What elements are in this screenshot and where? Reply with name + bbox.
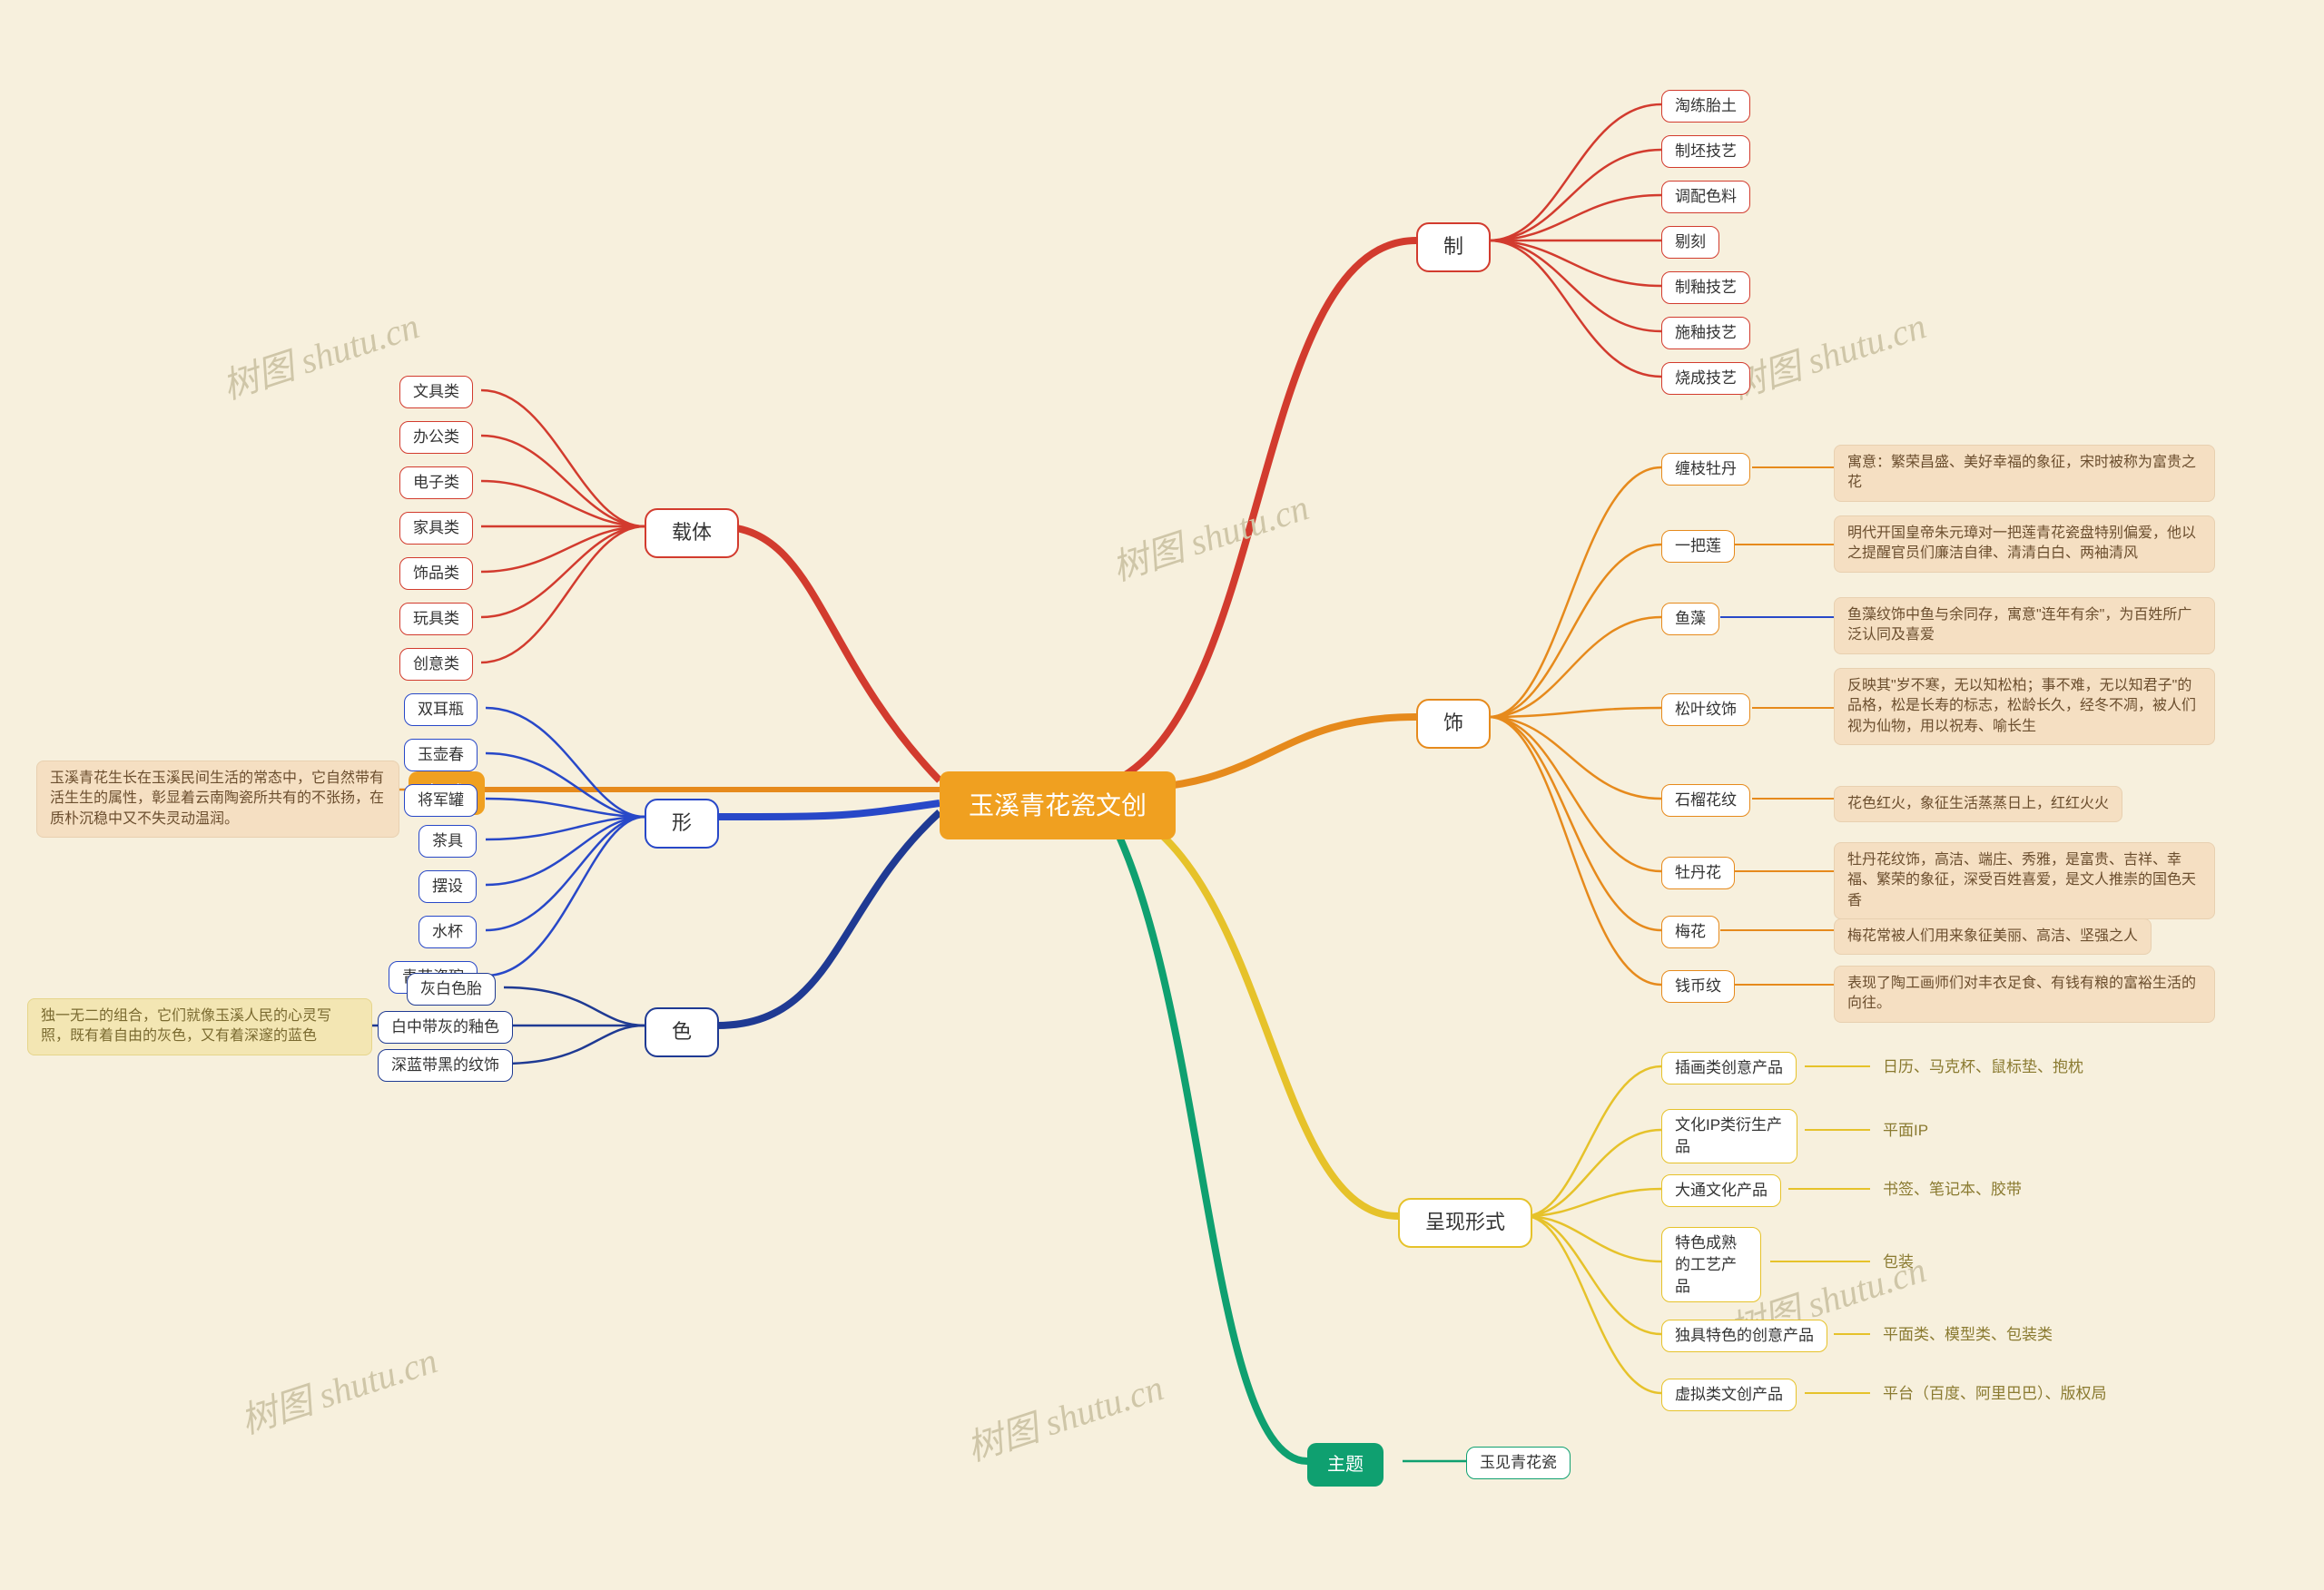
form-desc: 平面类、模型类、包装类 bbox=[1870, 1320, 2065, 1350]
form-desc: 平台（百度、阿里巴巴）、版权局 bbox=[1870, 1379, 2120, 1409]
decor-desc: 反映其"岁不寒，无以知松柏；事不难，无以知君子"的品格，松是长寿的标志，松龄长久… bbox=[1834, 668, 2215, 745]
leaf-form[interactable]: 独具特色的创意产品 bbox=[1661, 1320, 1827, 1352]
decor-desc: 表现了陶工画师们对丰衣足食、有钱有粮的富裕生活的向往。 bbox=[1834, 966, 2215, 1023]
color-desc: 独一无二的组合，它们就像玉溪人民的心灵写照，既有着自由的灰色，又有着深邃的蓝色 bbox=[27, 998, 372, 1055]
watermark: 树图 shutu.cn bbox=[233, 1331, 443, 1445]
leaf-make[interactable]: 调配色料 bbox=[1661, 181, 1750, 213]
leaf-carrier[interactable]: 玩具类 bbox=[399, 603, 473, 635]
branch-theme[interactable]: 主题 bbox=[1307, 1443, 1384, 1487]
watermark: 树图 shutu.cn bbox=[1722, 297, 1932, 410]
leaf-decor[interactable]: 石榴花纹 bbox=[1661, 784, 1750, 817]
branch-carrier[interactable]: 载体 bbox=[645, 508, 739, 558]
leaf-carrier[interactable]: 创意类 bbox=[399, 648, 473, 681]
leaf-decor[interactable]: 一把莲 bbox=[1661, 530, 1735, 563]
form-desc: 书签、笔记本、胶带 bbox=[1870, 1174, 2034, 1205]
leaf-shape[interactable]: 玉壶春 bbox=[404, 739, 478, 771]
leaf-make[interactable]: 制釉技艺 bbox=[1661, 271, 1750, 304]
leaf-form[interactable]: 插画类创意产品 bbox=[1661, 1052, 1797, 1085]
leaf-color[interactable]: 白中带灰的釉色 bbox=[378, 1011, 513, 1044]
leaf-shape[interactable]: 茶具 bbox=[419, 825, 477, 858]
branch-form[interactable]: 呈现形式 bbox=[1398, 1198, 1532, 1248]
overview-desc: 玉溪青花生长在玉溪民间生活的常态中，它自然带有活生生的属性，彰显着云南陶瓷所共有… bbox=[36, 761, 399, 838]
branch-decor[interactable]: 饰 bbox=[1416, 699, 1491, 749]
center-node[interactable]: 玉溪青花瓷文创 bbox=[940, 771, 1176, 839]
leaf-decor[interactable]: 松叶纹饰 bbox=[1661, 693, 1750, 726]
leaf-theme[interactable]: 玉见青花瓷 bbox=[1466, 1447, 1571, 1479]
leaf-form[interactable]: 文化IP类衍生产品 bbox=[1661, 1109, 1797, 1163]
leaf-decor[interactable]: 钱币纹 bbox=[1661, 970, 1735, 1003]
watermark: 树图 shutu.cn bbox=[960, 1359, 1169, 1472]
decor-desc: 鱼藻纹饰中鱼与余同存，寓意"连年有余"，为百姓所广泛认同及喜爱 bbox=[1834, 597, 2215, 654]
leaf-decor[interactable]: 牡丹花 bbox=[1661, 857, 1735, 889]
leaf-shape[interactable]: 双耳瓶 bbox=[404, 693, 478, 726]
decor-desc: 寓意：繁荣昌盛、美好幸福的象征，宋时被称为富贵之花 bbox=[1834, 445, 2215, 502]
decor-desc: 花色红火，象征生活蒸蒸日上，红红火火 bbox=[1834, 786, 2122, 822]
leaf-shape[interactable]: 将军罐 bbox=[404, 784, 478, 817]
leaf-shape[interactable]: 水杯 bbox=[419, 916, 477, 948]
leaf-shape[interactable]: 摆设 bbox=[419, 870, 477, 903]
leaf-make[interactable]: 淘练胎土 bbox=[1661, 90, 1750, 123]
leaf-decor[interactable]: 鱼藻 bbox=[1661, 603, 1719, 635]
leaf-carrier[interactable]: 家具类 bbox=[399, 512, 473, 545]
leaf-form[interactable]: 虚拟类文创产品 bbox=[1661, 1379, 1797, 1411]
leaf-carrier[interactable]: 办公类 bbox=[399, 421, 473, 454]
leaf-carrier[interactable]: 饰品类 bbox=[399, 557, 473, 590]
branch-color[interactable]: 色 bbox=[645, 1007, 719, 1057]
watermark: 树图 shutu.cn bbox=[1105, 478, 1315, 592]
leaf-make[interactable]: 烧成技艺 bbox=[1661, 362, 1750, 395]
leaf-form[interactable]: 大通文化产品 bbox=[1661, 1174, 1781, 1207]
leaf-decor[interactable]: 梅花 bbox=[1661, 916, 1719, 948]
leaf-color[interactable]: 灰白色胎 bbox=[407, 973, 496, 1006]
branch-shape[interactable]: 形 bbox=[645, 799, 719, 849]
leaf-carrier[interactable]: 电子类 bbox=[399, 466, 473, 499]
leaf-make[interactable]: 剔刻 bbox=[1661, 226, 1719, 259]
leaf-color[interactable]: 深蓝带黑的纹饰 bbox=[378, 1049, 513, 1082]
form-desc: 日历、马克杯、鼠标垫、抱枕 bbox=[1870, 1052, 2096, 1083]
leaf-make[interactable]: 施釉技艺 bbox=[1661, 317, 1750, 349]
leaf-decor[interactable]: 缠枝牡丹 bbox=[1661, 453, 1750, 486]
decor-desc: 明代开国皇帝朱元璋对一把莲青花瓷盘特别偏爱，他以之提醒官员们廉洁自律、清清白白、… bbox=[1834, 515, 2215, 573]
decor-desc: 梅花常被人们用来象征美丽、高洁、坚强之人 bbox=[1834, 918, 2152, 955]
watermark: 树图 shutu.cn bbox=[215, 297, 425, 410]
branch-make[interactable]: 制 bbox=[1416, 222, 1491, 272]
leaf-make[interactable]: 制坯技艺 bbox=[1661, 135, 1750, 168]
decor-desc: 牡丹花纹饰，高洁、端庄、秀雅，是富贵、吉祥、幸福、繁荣的象征，深受百姓喜爱，是文… bbox=[1834, 842, 2215, 919]
form-desc: 平面IP bbox=[1870, 1115, 1941, 1146]
leaf-carrier[interactable]: 文具类 bbox=[399, 376, 473, 408]
leaf-form[interactable]: 特色成熟的工艺产品 bbox=[1661, 1227, 1761, 1302]
form-desc: 包装 bbox=[1870, 1247, 1926, 1278]
